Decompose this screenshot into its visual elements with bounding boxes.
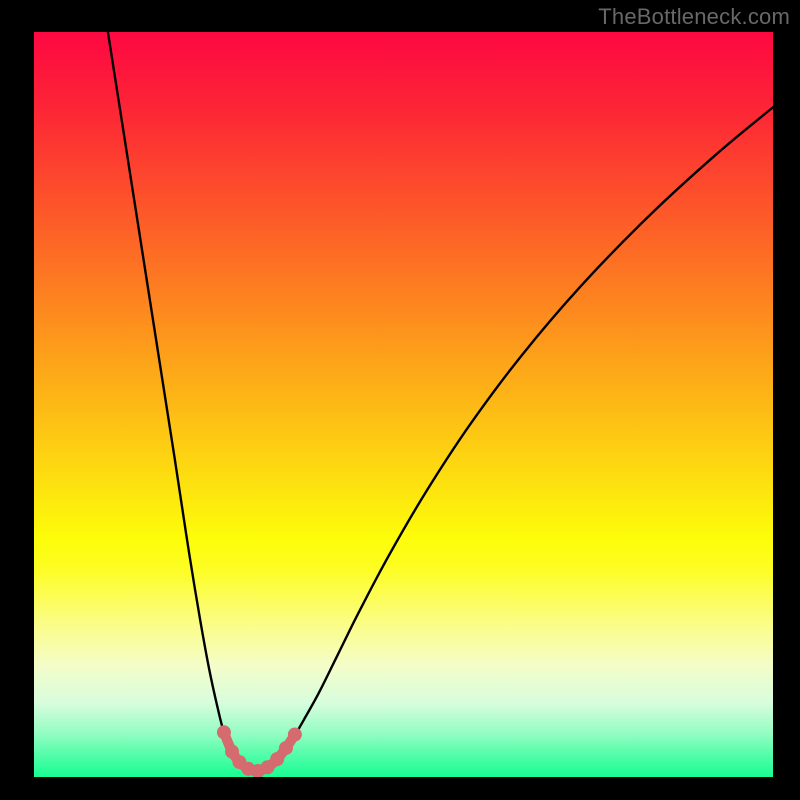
optimal-range-marker [217,725,231,739]
optimal-range-marker [288,728,302,742]
chart-svg [0,0,800,800]
optimal-range-marker [270,752,284,766]
gradient-background [34,32,773,777]
chart-container: TheBottleneck.com [0,0,800,800]
optimal-range-marker [279,741,293,755]
watermark-text: TheBottleneck.com [598,4,790,30]
